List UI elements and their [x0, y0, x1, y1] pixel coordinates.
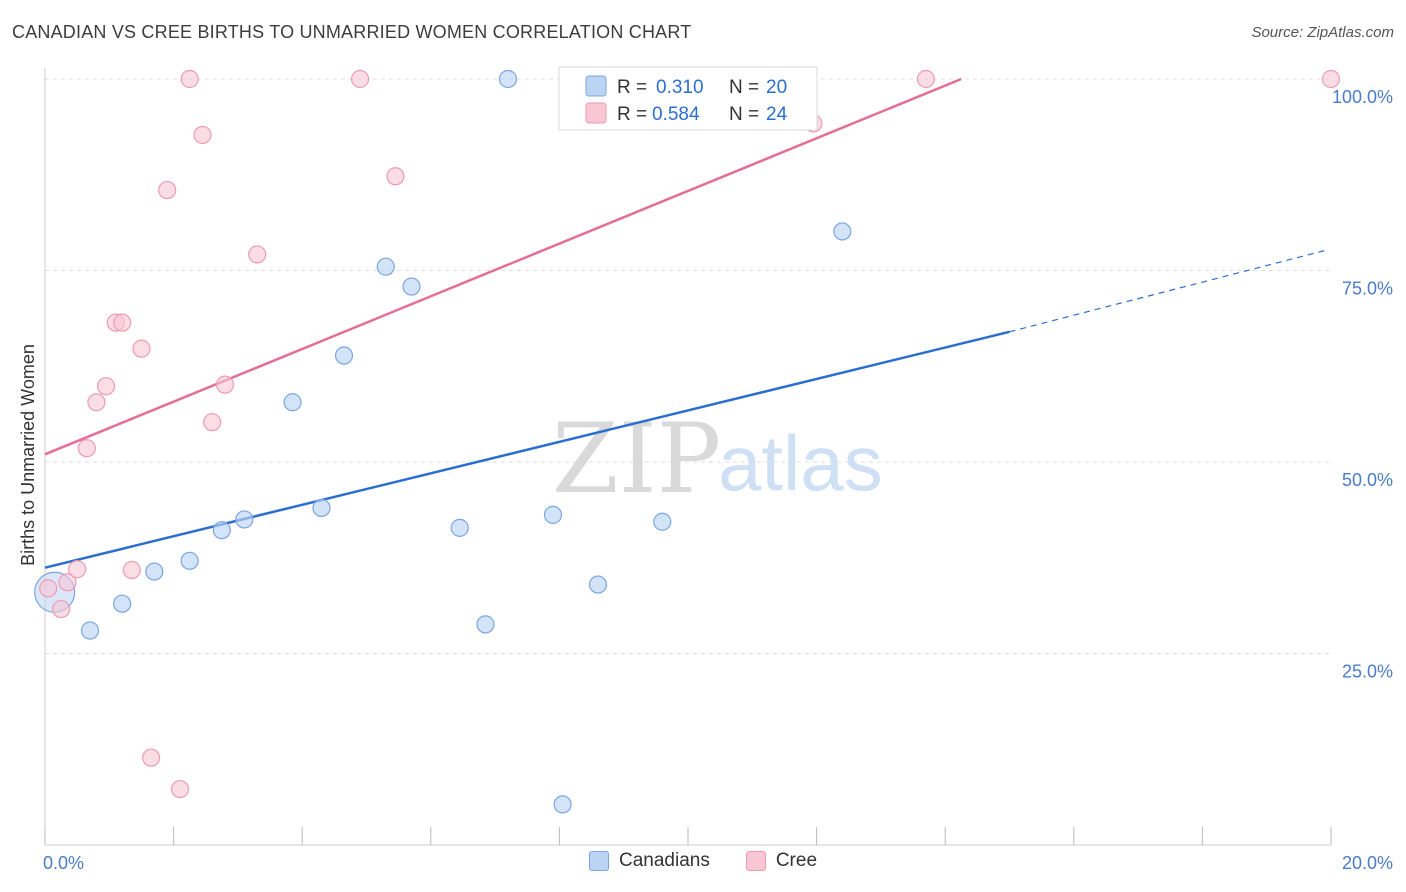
point-canadians-7 [283, 393, 302, 412]
point-canadians-9 [334, 346, 354, 365]
point-cree-11 [141, 748, 161, 767]
point-canadians-17 [588, 575, 608, 594]
point-cree-9 [132, 339, 151, 358]
y-tick-label-50: 50.0% [1342, 470, 1393, 490]
point-canadians-2 [113, 594, 132, 613]
point-cree-10 [122, 560, 141, 580]
axis-layer: 25.0% 50.0% 75.0% 100.0% 0.0% 20.0% [43, 68, 1393, 873]
point-canadians-14 [498, 69, 518, 89]
point-canadians-10 [376, 257, 395, 276]
point-cree-6 [96, 377, 116, 396]
point-canadians-3 [145, 562, 164, 581]
point-cree-15 [193, 125, 212, 145]
point-canadians-4 [180, 551, 199, 570]
point-cree-8 [113, 313, 132, 332]
point-canadians-5 [212, 521, 231, 540]
stats-legend-n-value-cree: 24 [766, 104, 788, 125]
stats-legend-n-label-cree: N = [729, 104, 759, 125]
stats-legend-n-label-canadians: N = [729, 77, 759, 98]
point-canadians-13 [476, 615, 495, 634]
point-canadians-11 [402, 277, 421, 296]
grid-layer [45, 78, 1331, 654]
point-cree-2 [58, 573, 77, 592]
legend-item-canadians[interactable]: Canadians [588, 850, 710, 872]
point-canadians-19 [833, 222, 852, 241]
chart-source: Source: ZipAtlas.com [1251, 24, 1394, 41]
stats-legend-r-label-cree: R = [617, 104, 647, 125]
point-cree-12 [158, 180, 177, 200]
watermark-atlas: atlas [718, 419, 883, 507]
y-axis-title: Births to Unmarried Women [18, 344, 38, 566]
watermark: ZIP atlas [552, 403, 883, 515]
point-cree-0 [39, 579, 58, 598]
stats-legend-swatch-canadians [585, 75, 607, 97]
point-canadians-15 [543, 505, 563, 524]
point-canadians-12 [450, 518, 469, 537]
point-cree-5 [87, 393, 106, 412]
point-canadians-8 [312, 498, 331, 518]
legend-swatch-cree [745, 851, 766, 871]
y-tick-label-25: 25.0% [1342, 662, 1393, 682]
trendline-cree [44, 77, 962, 456]
point-cree-16 [203, 413, 222, 432]
point-cree-13 [170, 779, 190, 799]
point-canadians-1 [80, 621, 100, 640]
legend-label-canadians: Canadians [618, 850, 710, 871]
point-cree-23 [1321, 69, 1341, 89]
trendline-canadians-extension [1009, 249, 1328, 333]
x-tick-label-max: 20.0% [1342, 853, 1393, 873]
trend-layer [44, 77, 1328, 569]
legend-label-cree: Cree [775, 850, 818, 871]
legend-item-cree[interactable]: Cree [745, 850, 818, 872]
points-layer [34, 69, 1341, 814]
stats-legend-r-label-canadians: R = [617, 77, 647, 98]
x-tick-label-min: 0.0% [43, 853, 84, 873]
point-cree-19 [350, 69, 370, 89]
trendline-canadians [44, 330, 1010, 569]
bottom-legend: Canadians Cree [0, 850, 1406, 872]
point-canadians-16 [553, 795, 572, 814]
point-cree-20 [386, 167, 405, 186]
chart-title: CANADIAN VS CREE BIRTHS TO UNMARRIED WOM… [12, 22, 692, 42]
point-cree-14 [180, 69, 199, 89]
stats-legend-n-value-canadians: 20 [766, 77, 787, 98]
legend-swatch-canadians [588, 851, 609, 871]
y-tick-label-75: 75.0% [1342, 279, 1393, 299]
point-cree-1 [51, 599, 71, 619]
watermark-zip: ZIP [552, 403, 721, 515]
point-cree-17 [215, 375, 235, 394]
point-cree-4 [77, 439, 96, 458]
point-canadians-6 [235, 510, 254, 529]
stats-legend-r-value-canadians: 0.310 [656, 77, 704, 98]
stats-legend: R = 0.310 N = 20 R = 0.584 N = 24 [558, 66, 818, 131]
point-canadians-18 [653, 512, 672, 531]
point-cree-22 [916, 69, 936, 89]
point-cree-3 [68, 560, 87, 579]
stats-legend-swatch-cree [585, 102, 607, 124]
point-cree-18 [248, 245, 267, 264]
y-tick-label-100: 100.0% [1332, 87, 1393, 107]
stats-legend-r-value-cree: 0.584 [652, 104, 700, 125]
